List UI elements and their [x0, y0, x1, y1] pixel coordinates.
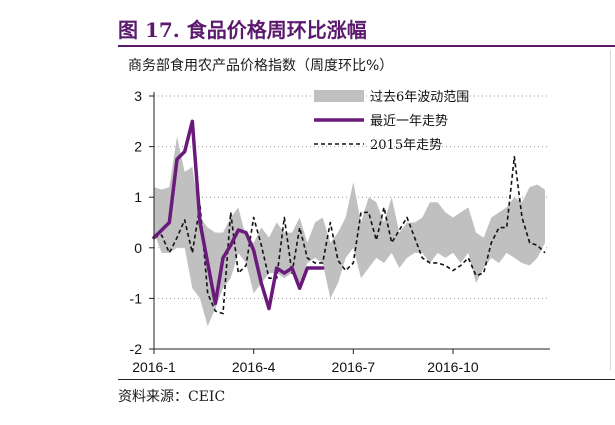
- y-tick-label: 1: [134, 189, 142, 205]
- y-tick-label: 2: [134, 139, 142, 155]
- y-tick-label: 3: [134, 88, 142, 104]
- y-tick-label: -2: [130, 341, 143, 357]
- x-tick-label: 2016-7: [332, 359, 376, 375]
- legend-label-2015: 2015年走势: [370, 137, 442, 153]
- source-note: 资料来源：CEIC: [118, 389, 226, 405]
- x-tick-label: 2016-1: [132, 359, 176, 375]
- x-tick-label: 2016-10: [427, 359, 479, 375]
- axes: [149, 92, 550, 354]
- neighbor-panel-edge: [610, 50, 615, 370]
- series-2015-line: [153, 155, 546, 315]
- legend-swatch-band: [314, 90, 364, 102]
- band-layer: [154, 136, 545, 327]
- figure-title: 图 17. 食品价格周环比涨幅: [118, 18, 367, 42]
- x-tick-labels: 2016-1 2016-4 2016-7 2016-10: [132, 359, 479, 375]
- title-rule: [118, 45, 615, 47]
- source-rule: [118, 379, 615, 380]
- chart-title: 商务部食用农产品价格指数（周度环比%）: [128, 58, 394, 74]
- y-tick-labels: -2 -1 0 1 2 3: [130, 88, 143, 357]
- legend-label-band: 过去6年波动范围: [370, 90, 469, 105]
- legend-label-latest: 最近一年走势: [370, 113, 448, 129]
- series-band-area: [154, 136, 545, 327]
- lines-layer: [152, 119, 546, 315]
- y-tick-label: -1: [130, 290, 143, 306]
- y-tick-label: 0: [134, 240, 142, 256]
- legend: 过去6年波动范围 最近一年走势 2015年走势: [314, 90, 469, 153]
- x-tick-label: 2016-4: [232, 359, 276, 375]
- series-latest-line: [152, 119, 325, 311]
